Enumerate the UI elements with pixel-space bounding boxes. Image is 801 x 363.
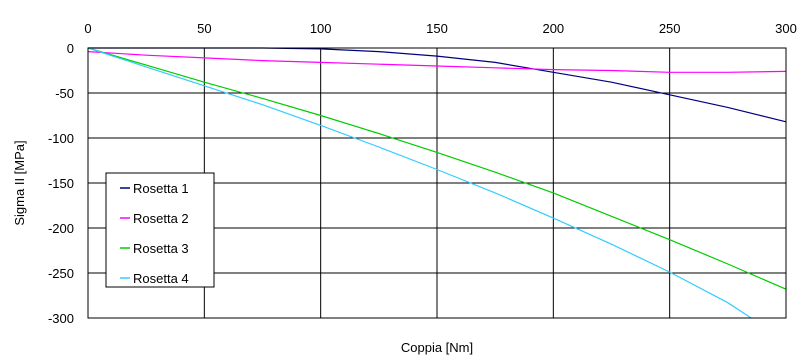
x-tick-label: 300 — [775, 21, 797, 36]
legend-label-4: Rosetta 4 — [133, 271, 189, 286]
x-tick-label: 200 — [542, 21, 564, 36]
y-tick-label: -50 — [55, 86, 74, 101]
series-line-4 — [87, 47, 752, 319]
y-tick-label: -200 — [48, 221, 74, 236]
legend-label-1: Rosetta 1 — [133, 181, 189, 196]
legend-box — [105, 172, 215, 288]
legend: Rosetta 1 Rosetta 2 Rosetta 3 Rosetta 4 — [105, 172, 215, 288]
x-tick-labels: 0 50 100 150 200 250 300 — [84, 21, 796, 36]
y-tick-label: 0 — [67, 41, 74, 56]
y-tick-labels: 0 -50 -100 -150 -200 -250 -300 — [48, 41, 74, 326]
series-line-3 — [87, 47, 787, 290]
x-tick-label: 0 — [84, 21, 91, 36]
y-tick-label: -100 — [48, 131, 74, 146]
x-axis-title: Coppia [Nm] — [401, 340, 473, 355]
legend-label-3: Rosetta 3 — [133, 241, 189, 256]
x-tick-label: 250 — [659, 21, 681, 36]
grid — [88, 48, 786, 318]
y-tick-label: -150 — [48, 176, 74, 191]
x-tick-label: 100 — [310, 21, 332, 36]
legend-label-2: Rosetta 2 — [133, 211, 189, 226]
plot-frame — [87, 47, 787, 319]
y-tick-label: -300 — [48, 311, 74, 326]
x-tick-label: 150 — [426, 21, 448, 36]
series-line-2 — [87, 51, 787, 73]
y-axis-title: Sigma II [MPa] — [12, 140, 27, 225]
y-tick-label: -250 — [48, 266, 74, 281]
x-tick-label: 50 — [197, 21, 211, 36]
